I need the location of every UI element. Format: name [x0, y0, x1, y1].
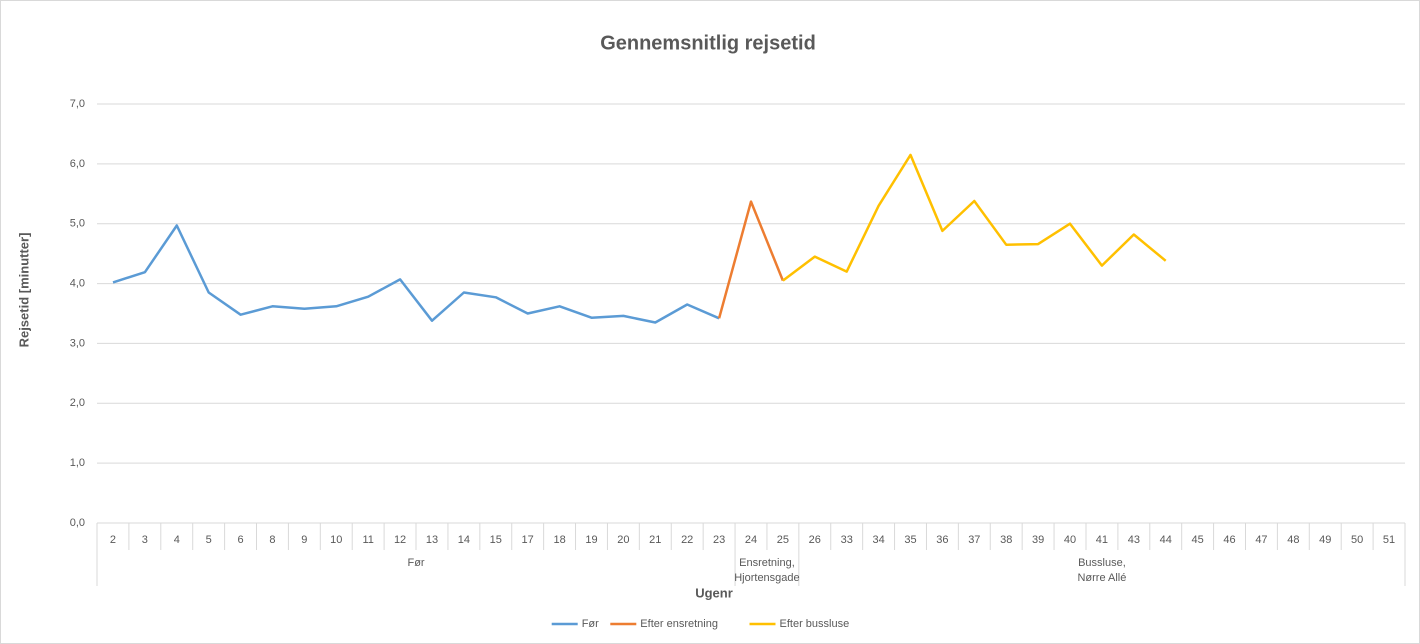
x-axis-title: Ugenr — [695, 585, 733, 600]
x-tick-label: 44 — [1160, 534, 1172, 546]
legend-label: Efter bussluse — [780, 618, 850, 630]
series-line — [782, 153, 1167, 282]
x-tick-label: 41 — [1096, 534, 1108, 546]
x-tick-label: 14 — [458, 534, 470, 546]
x-tick-label: 34 — [872, 534, 884, 546]
y-tick-label: 1,0 — [70, 457, 85, 469]
x-tick-label: 47 — [1255, 534, 1267, 546]
x-tick-label: 10 — [330, 534, 342, 546]
x-tick-label: 21 — [649, 534, 661, 546]
y-tick-label: 3,0 — [70, 337, 85, 349]
y-tick-label: 4,0 — [70, 277, 85, 289]
x-tick-label: 39 — [1032, 534, 1044, 546]
y-tick-label: 7,0 — [70, 98, 85, 110]
x-tick-label: 36 — [936, 534, 948, 546]
x-tick-label: 13 — [426, 534, 438, 546]
x-tick-label: 45 — [1192, 534, 1204, 546]
x-tick-label: 25 — [777, 534, 789, 546]
x-tick-label: 20 — [617, 534, 629, 546]
y-tick-label: 2,0 — [70, 397, 85, 409]
y-axis-title: Rejsetid [minutter] — [16, 233, 31, 348]
group-label: Hjortensgade — [734, 572, 799, 584]
series-line — [717, 200, 785, 319]
x-tick-label: 8 — [269, 534, 275, 546]
x-tick-label: 24 — [745, 534, 757, 546]
chart-title: Gennemsnitlig rejsetid — [600, 32, 816, 54]
x-tick-label: 49 — [1319, 534, 1331, 546]
x-tick-label: 12 — [394, 534, 406, 546]
y-tick-label: 6,0 — [70, 158, 85, 170]
x-tick-label: 33 — [841, 534, 853, 546]
x-tick-label: 9 — [301, 534, 307, 546]
x-tick-label: 23 — [713, 534, 725, 546]
x-tick-label: 15 — [490, 534, 502, 546]
x-tick-label: 22 — [681, 534, 693, 546]
x-tick-label: 43 — [1128, 534, 1140, 546]
x-tick-label: 19 — [585, 534, 597, 546]
x-tick-label: 35 — [904, 534, 916, 546]
x-tick-label: 26 — [809, 534, 821, 546]
x-tick-label: 17 — [522, 534, 534, 546]
x-tick-label: 48 — [1287, 534, 1299, 546]
x-tick-label: 40 — [1064, 534, 1076, 546]
group-label: Før — [407, 557, 424, 569]
x-tick-label: 4 — [174, 534, 180, 546]
x-tick-label: 46 — [1223, 534, 1235, 546]
x-tick-label: 2 — [110, 534, 116, 546]
x-tick-label: 6 — [237, 534, 243, 546]
x-tick-label: 50 — [1351, 534, 1363, 546]
y-tick-label: 0,0 — [70, 517, 85, 529]
x-tick-label: 37 — [968, 534, 980, 546]
legend-label: Efter ensretning — [640, 618, 718, 630]
group-label: Bussluse, — [1078, 557, 1126, 569]
group-label: Nørre Allé — [1077, 572, 1126, 584]
x-tick-label: 3 — [142, 534, 148, 546]
x-tick-label: 18 — [553, 534, 565, 546]
group-label: Ensretning, — [739, 557, 795, 569]
x-tick-label: 38 — [1000, 534, 1012, 546]
x-tick-label: 11 — [362, 534, 373, 546]
series-line — [112, 224, 720, 324]
x-tick-label: 5 — [206, 534, 212, 546]
y-tick-label: 5,0 — [70, 218, 85, 230]
x-tick-label: 51 — [1383, 534, 1395, 546]
legend-label: Før — [582, 618, 599, 630]
